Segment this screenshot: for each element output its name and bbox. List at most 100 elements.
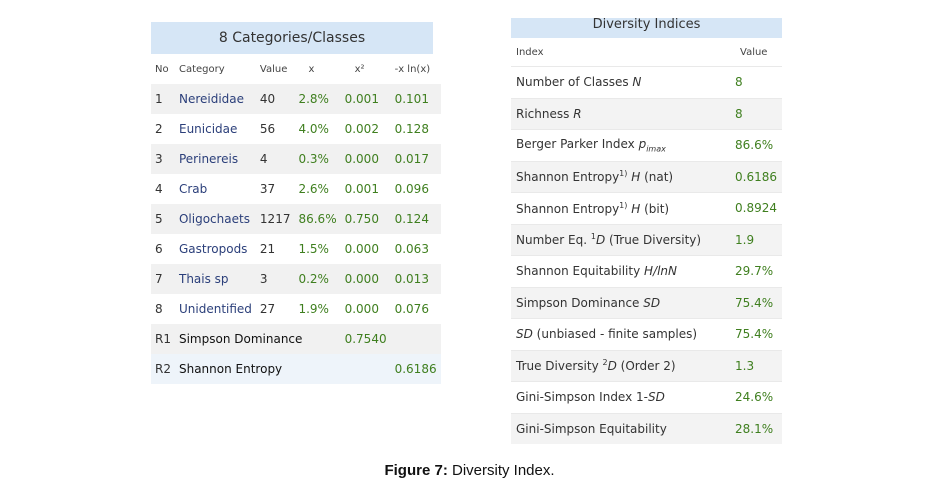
list-item: Gini-Simpson Index 1-SD 24.6% xyxy=(511,381,782,413)
row-x: 2.6% xyxy=(294,174,341,204)
table-row: 5 Oligochaets 1217 86.6% 0.750 0.124 xyxy=(151,204,441,234)
row-value: 21 xyxy=(255,234,295,264)
row-x2: 0.001 xyxy=(340,174,391,204)
r2-label: Shannon Entropy xyxy=(174,354,391,384)
list-item: Richness R 8 xyxy=(511,97,782,130)
row-no: 4 xyxy=(151,174,175,204)
row-x: 4.0% xyxy=(294,114,341,144)
table-row: 7 Thais sp 3 0.2% 0.000 0.013 xyxy=(151,264,441,294)
row-xlnx: 0.128 xyxy=(390,114,441,144)
row-value: 40 xyxy=(255,84,295,114)
r1-empty xyxy=(390,324,441,354)
row-x2: 0.000 xyxy=(340,144,391,174)
index-value: 0.6186 xyxy=(730,160,782,193)
header-x2: x² xyxy=(354,63,365,75)
categories-grid: No Category Value x x² -x ln(x) 1 Nereid… xyxy=(151,54,441,384)
r2-value: 0.6186 xyxy=(390,354,441,384)
header-value: Value xyxy=(259,63,288,75)
row-x2: 0.000 xyxy=(340,234,391,264)
index-label: Shannon Entropy1) H (bit) xyxy=(511,192,730,224)
categories-table: 8 Categories/Classes No Category Value x… xyxy=(151,22,441,384)
index-label: Richness R xyxy=(511,97,730,130)
row-value: 27 xyxy=(255,294,295,324)
header-x: x xyxy=(308,63,315,75)
table-row: 6 Gastropods 21 1.5% 0.000 0.063 xyxy=(151,234,441,264)
list-item: Gini-Simpson Equitability 28.1% xyxy=(511,412,782,444)
list-item: Number Eq. 1D (True Diversity) 1.9 xyxy=(511,223,782,256)
table-row: 1 Nereididae 40 2.8% 0.001 0.101 xyxy=(151,84,441,114)
index-label: Shannon Equitability H/lnN xyxy=(511,255,730,287)
row-x: 0.3% xyxy=(294,144,341,174)
diversity-grid: Index Value Number of Classes N 8 Richne… xyxy=(511,38,782,444)
table-row: 4 Crab 37 2.6% 0.001 0.096 xyxy=(151,174,441,204)
row-no: 2 xyxy=(151,114,175,144)
shannon-entropy-row: R2 Shannon Entropy 0.6186 xyxy=(151,354,441,384)
header-index: Index xyxy=(516,46,544,58)
row-xlnx: 0.124 xyxy=(390,204,441,234)
row-x: 0.2% xyxy=(294,264,341,294)
row-x: 2.8% xyxy=(294,84,341,114)
row-value: 4 xyxy=(255,144,295,174)
diversity-indices-table: Diversity Indices Index Value Number of … xyxy=(511,18,782,444)
row-x2: 0.001 xyxy=(340,84,391,114)
index-label: SD (unbiased - finite samples) xyxy=(511,318,730,350)
figure-caption: Figure 7: Diversity Index. xyxy=(0,462,939,479)
table-row: 3 Perinereis 4 0.3% 0.000 0.017 xyxy=(151,144,441,174)
table-row: 2 Eunicidae 56 4.0% 0.002 0.128 xyxy=(151,114,441,144)
list-item: Shannon Entropy1) H (nat) 0.6186 xyxy=(511,160,782,193)
categories-header-row: No Category Value x x² -x ln(x) xyxy=(151,54,441,84)
row-x: 86.6% xyxy=(294,204,341,234)
row-value: 37 xyxy=(255,174,295,204)
row-category: Perinereis xyxy=(174,144,256,174)
row-no: 8 xyxy=(151,294,175,324)
index-label: True Diversity 2D (Order 2) xyxy=(511,349,730,382)
index-value: 8 xyxy=(730,97,782,130)
header-category: Category xyxy=(178,63,225,75)
row-xlnx: 0.096 xyxy=(390,174,441,204)
index-value: 75.4% xyxy=(730,318,782,350)
row-no: 1 xyxy=(151,84,175,114)
index-value: 29.7% xyxy=(730,255,782,287)
index-value: 75.4% xyxy=(730,286,782,319)
index-label: Number of Classes N xyxy=(511,66,730,98)
row-value: 3 xyxy=(255,264,295,294)
list-item: Shannon Entropy1) H (bit) 0.8924 xyxy=(511,192,782,224)
table-row: 8 Unidentified 27 1.9% 0.000 0.076 xyxy=(151,294,441,324)
row-x: 1.9% xyxy=(294,294,341,324)
diversity-header-row: Index Value xyxy=(511,38,782,67)
index-label: Gini-Simpson Equitability xyxy=(511,412,730,444)
row-category: Gastropods xyxy=(174,234,256,264)
row-xlnx: 0.063 xyxy=(390,234,441,264)
index-value: 86.6% xyxy=(730,129,782,161)
index-label: Shannon Entropy1) H (nat) xyxy=(511,160,730,193)
list-item: True Diversity 2D (Order 2) 1.3 xyxy=(511,349,782,382)
r1-value: 0.7540 xyxy=(340,324,391,354)
row-xlnx: 0.076 xyxy=(390,294,441,324)
list-item: Shannon Equitability H/lnN 29.7% xyxy=(511,255,782,287)
row-category: Thais sp xyxy=(174,264,256,294)
row-no: 6 xyxy=(151,234,175,264)
header-value: Value xyxy=(740,46,768,58)
index-value: 28.1% xyxy=(730,412,782,444)
row-category: Unidentified xyxy=(174,294,256,324)
caption-text: Diversity Index. xyxy=(447,462,555,479)
list-item: Berger Parker Index pimax 86.6% xyxy=(511,129,782,161)
list-item: SD (unbiased - finite samples) 75.4% xyxy=(511,318,782,350)
row-category: Nereididae xyxy=(174,84,256,114)
row-no: 5 xyxy=(151,204,175,234)
r2-no: R2 xyxy=(151,354,175,384)
diversity-indices-title: Diversity Indices xyxy=(511,18,782,38)
index-value: 1.3 xyxy=(730,349,782,382)
r1-no: R1 xyxy=(151,324,175,354)
index-value: 0.8924 xyxy=(730,192,782,224)
header-xlnx: -x ln(x) xyxy=(394,63,431,75)
list-item: Number of Classes N 8 xyxy=(511,66,782,98)
row-category: Crab xyxy=(174,174,256,204)
header-no: No xyxy=(155,63,169,75)
row-no: 7 xyxy=(151,264,175,294)
row-x2: 0.002 xyxy=(340,114,391,144)
row-xlnx: 0.101 xyxy=(390,84,441,114)
index-value: 8 xyxy=(730,66,782,98)
index-label: Gini-Simpson Index 1-SD xyxy=(511,381,730,413)
row-no: 3 xyxy=(151,144,175,174)
